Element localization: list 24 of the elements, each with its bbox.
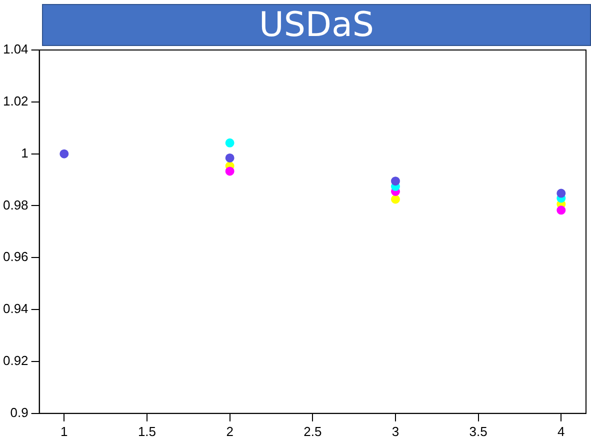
y-tick-label: 0.92 xyxy=(2,353,28,368)
point xyxy=(556,206,566,215)
x-tick-label: 4 xyxy=(558,424,565,439)
chart-title: USDaS xyxy=(42,4,591,46)
y-tick-label: 1.02 xyxy=(2,93,28,108)
point xyxy=(390,176,400,186)
point xyxy=(60,149,69,158)
y-tick-label: 0.98 xyxy=(2,197,28,212)
y-tick-label: 1.04 xyxy=(2,42,28,57)
y-tick-label: 1 xyxy=(21,145,28,160)
point xyxy=(225,138,234,148)
point xyxy=(225,166,234,176)
y-tick-label: 0.94 xyxy=(2,301,28,316)
x-tick-label: 1 xyxy=(60,424,68,439)
x-tick-label: 1.5 xyxy=(138,424,156,439)
x-tick-label: 3 xyxy=(392,424,400,439)
x-tick-label: 3.5 xyxy=(469,424,488,439)
point xyxy=(225,153,234,162)
y-tick-label: 0.96 xyxy=(2,249,28,264)
point xyxy=(556,188,566,198)
x-tick-label: 2.5 xyxy=(304,424,322,439)
point xyxy=(390,194,400,204)
y-tick-label: 0.9 xyxy=(10,404,28,420)
x-tick-label: 2 xyxy=(226,424,234,439)
